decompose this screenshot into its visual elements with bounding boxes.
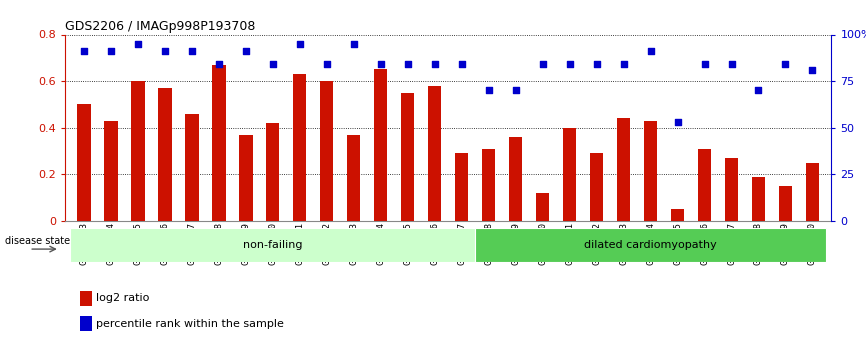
Bar [617, 118, 630, 221]
Point [266, 61, 280, 67]
Point [77, 49, 91, 54]
Point [725, 61, 739, 67]
Bar [475, 228, 826, 262]
Point [184, 49, 198, 54]
Bar [212, 65, 225, 221]
Bar [563, 128, 577, 221]
Point [536, 61, 550, 67]
Bar [509, 137, 522, 221]
Bar [643, 121, 657, 221]
Bar [185, 114, 198, 221]
Bar [81, 290, 92, 306]
Point [563, 61, 577, 67]
Point [698, 61, 712, 67]
Point [320, 61, 333, 67]
Point [670, 119, 684, 125]
Bar [752, 177, 766, 221]
Point [481, 88, 495, 93]
Bar [70, 228, 475, 262]
Point [346, 41, 360, 47]
Bar [671, 209, 684, 221]
Text: percentile rank within the sample: percentile rank within the sample [95, 319, 283, 329]
Point [131, 41, 145, 47]
Bar [779, 186, 792, 221]
Point [401, 61, 415, 67]
Bar [401, 93, 415, 221]
Bar [77, 104, 91, 221]
Bar [536, 193, 549, 221]
Bar [725, 158, 738, 221]
Bar [374, 69, 387, 221]
Point [805, 67, 819, 73]
Point [779, 61, 792, 67]
Point [239, 49, 253, 54]
Point [455, 61, 469, 67]
Point [158, 49, 171, 54]
Bar [81, 316, 92, 332]
Bar [320, 81, 333, 221]
Point [293, 41, 307, 47]
Bar [455, 153, 469, 221]
Bar [266, 123, 280, 221]
Bar [104, 121, 118, 221]
Bar [239, 135, 253, 221]
Point [508, 88, 522, 93]
Bar [347, 135, 360, 221]
Point [212, 61, 226, 67]
Text: GDS2206 / IMAGp998P193708: GDS2206 / IMAGp998P193708 [65, 20, 255, 33]
Point [752, 88, 766, 93]
Point [643, 49, 657, 54]
Text: non-failing: non-failing [243, 240, 302, 250]
Point [428, 61, 442, 67]
Bar [428, 86, 442, 221]
Point [374, 61, 388, 67]
Point [104, 49, 118, 54]
Point [590, 61, 604, 67]
Bar [293, 74, 307, 221]
Text: dilated cardiomyopathy: dilated cardiomyopathy [585, 240, 717, 250]
Text: log2 ratio: log2 ratio [95, 293, 149, 303]
Bar [805, 162, 819, 221]
Text: disease state: disease state [5, 237, 70, 246]
Bar [590, 153, 604, 221]
Bar [698, 149, 711, 221]
Bar [131, 81, 145, 221]
Bar [158, 88, 171, 221]
Bar [481, 149, 495, 221]
Point [617, 61, 630, 67]
